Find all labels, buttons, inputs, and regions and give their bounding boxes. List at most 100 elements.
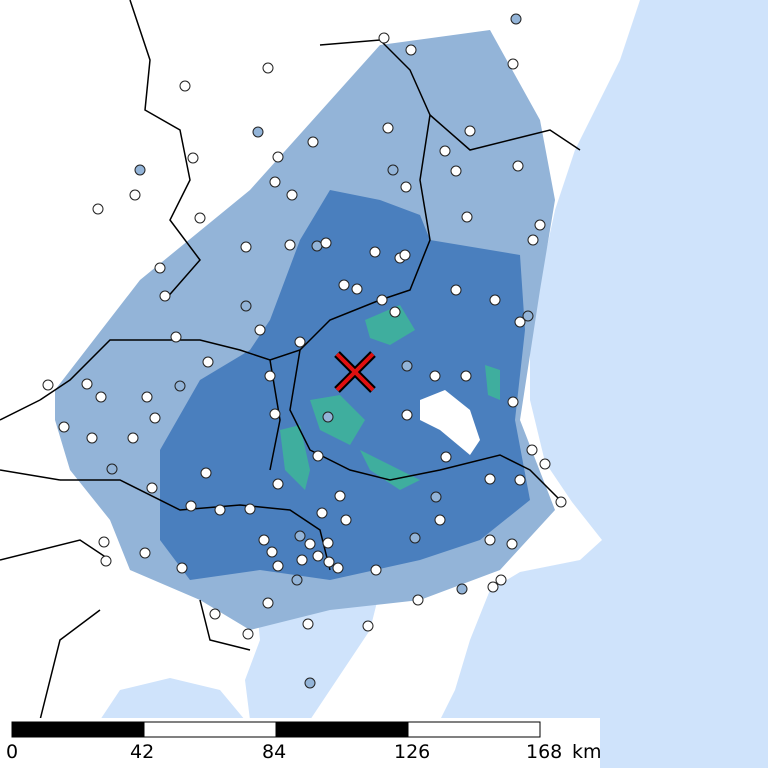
scale-label: 42 — [130, 741, 154, 763]
station — [351, 283, 363, 295]
station — [312, 550, 324, 562]
station — [440, 451, 452, 463]
station — [95, 391, 107, 403]
station — [294, 530, 306, 542]
station — [244, 503, 256, 515]
station — [254, 324, 266, 336]
station — [322, 537, 334, 549]
station — [429, 370, 441, 382]
station — [332, 562, 344, 574]
station — [370, 564, 382, 576]
station — [176, 562, 188, 574]
border — [129, 0, 201, 301]
station — [81, 378, 93, 390]
station — [412, 594, 424, 606]
station — [252, 126, 264, 138]
station — [296, 554, 308, 566]
scale-label: 0 — [6, 741, 18, 763]
station — [240, 241, 252, 253]
station — [286, 189, 298, 201]
station — [200, 467, 212, 479]
station — [484, 534, 496, 546]
station — [139, 547, 151, 559]
station — [434, 514, 446, 526]
station — [92, 203, 104, 215]
station — [507, 396, 519, 408]
station — [312, 450, 324, 462]
sea — [440, 0, 768, 768]
station — [460, 370, 472, 382]
scale-segment — [407, 721, 541, 738]
border — [60, 479, 331, 571]
station — [439, 145, 451, 157]
station — [242, 628, 254, 640]
station — [100, 555, 112, 567]
station — [522, 310, 534, 322]
station — [269, 176, 281, 188]
station — [555, 496, 567, 508]
station — [539, 458, 551, 470]
station — [334, 490, 346, 502]
station — [269, 408, 281, 420]
station — [514, 474, 526, 486]
station — [320, 237, 332, 249]
station — [464, 125, 476, 137]
scale-label: 168 — [526, 741, 562, 763]
station — [170, 331, 182, 343]
intensity-area-high — [280, 305, 500, 490]
border — [429, 114, 581, 151]
epicenter-cross — [335, 352, 375, 392]
station — [389, 306, 401, 318]
station — [323, 556, 335, 568]
station — [302, 618, 314, 630]
station — [527, 234, 539, 246]
station — [405, 44, 417, 56]
station — [304, 677, 316, 689]
station — [484, 473, 496, 485]
station — [311, 240, 323, 252]
station — [272, 560, 284, 572]
station — [304, 538, 316, 550]
station — [430, 491, 442, 503]
station — [185, 500, 197, 512]
scale-segment — [11, 721, 145, 738]
station — [400, 181, 412, 193]
epicenter — [334, 351, 376, 393]
stations — [42, 13, 567, 689]
station — [514, 316, 526, 328]
station — [214, 504, 226, 516]
station — [495, 574, 507, 586]
station — [362, 620, 374, 632]
station — [461, 211, 473, 223]
station — [506, 538, 518, 550]
bay — [100, 678, 245, 720]
station — [272, 151, 284, 163]
station — [526, 444, 538, 456]
station — [284, 239, 296, 251]
border — [289, 349, 561, 501]
station — [266, 546, 278, 558]
station — [86, 432, 98, 444]
border — [0, 399, 251, 721]
station — [149, 412, 161, 424]
station — [534, 219, 546, 231]
lake — [420, 390, 480, 455]
station — [98, 536, 110, 548]
station — [174, 380, 186, 392]
station — [209, 608, 221, 620]
station — [322, 411, 334, 423]
prefecture-borders — [0, 0, 581, 721]
station — [129, 189, 141, 201]
station — [141, 391, 153, 403]
station — [106, 463, 118, 475]
scale-segment — [275, 721, 409, 738]
station — [307, 136, 319, 148]
station — [294, 336, 306, 348]
scale-unit: km — [572, 741, 602, 763]
station — [179, 80, 191, 92]
station — [58, 421, 70, 433]
station — [338, 279, 350, 291]
station — [382, 122, 394, 134]
station — [42, 379, 54, 391]
